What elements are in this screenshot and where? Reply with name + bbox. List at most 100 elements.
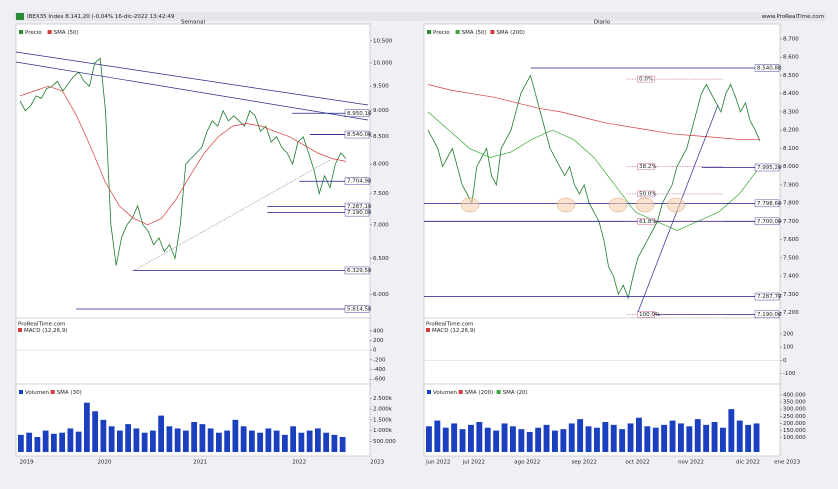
volume-bar [51,433,57,452]
volume-bar [636,417,642,452]
y-tick-label: 8.300 [783,109,799,115]
y-tick-label: 8.200 [783,128,799,134]
level-box [754,163,780,172]
y-tick-label: 8.000 [373,162,389,168]
y-tick-label: 2.500k [373,396,393,402]
panel-title: Diario [594,20,611,26]
volume-bar [92,411,99,452]
x-tick-label: nov 2022 [678,460,704,466]
x-tick-label: ago 2022 [514,460,540,466]
x-tick-label: ene 2023 [774,460,800,466]
level-box [344,109,370,117]
y-tick-label: 7.000 [373,222,389,228]
volume-bar [34,437,41,452]
volume-bar [594,427,600,452]
fib-box [637,218,655,225]
y-tick-label: 6.000 [373,292,389,298]
volume-bar [174,428,181,452]
volume-bar [426,426,432,452]
y-tick-label: 200.000 [783,421,806,427]
volume-bar [141,432,148,452]
trend-line [15,61,369,121]
fib-box [637,190,655,198]
volume-bar [59,432,66,452]
legend-label: SMA (30) [57,390,82,396]
volume-bar [150,430,156,452]
volume-bar [484,427,491,452]
volume-bar [18,434,24,452]
y-tick-label: 8.500 [373,134,389,140]
y-tick-label: 500.000 [373,439,396,445]
x-tick-label: jun 2022 [425,460,450,466]
y-tick-label: 10.500 [373,38,393,44]
level-label: 7.287,10 [347,204,372,210]
y-tick-label: 7.800 [783,201,799,207]
fib-label: 38.2% [639,164,656,170]
volume-bar [627,423,634,452]
y-tick-label: 7.200 [783,310,799,316]
y-tick-label: 7.900 [783,182,799,188]
y-tick-label: -400 [373,367,386,373]
volume-bar [619,429,626,452]
volume-bar [518,429,525,452]
volume-bar [108,426,115,452]
volume-bar [652,427,659,452]
y-tick-label: 1.000k [373,428,393,434]
fib-box [637,163,655,170]
x-tick-label: jul 2022 [462,460,485,466]
level-box [754,199,780,208]
y-tick-label: 8.600 [783,55,799,61]
legend-swatch [47,30,52,34]
legend-swatch [427,30,431,34]
x-tick-label: 2022 [292,460,306,466]
y-tick-label: 10.000 [373,60,393,66]
level-label: 7.704,90 [347,179,372,185]
y-tick-label: 300.000 [783,407,806,413]
y-tick-label: 7.300 [783,292,799,298]
volume-bar [543,424,550,452]
x-tick-label: sep 2022 [571,460,597,466]
y-tick-label: 7.400 [783,274,799,280]
legend-swatch [427,390,431,394]
volume-bar [199,424,206,452]
volume-bar [694,419,701,452]
panel-frame [423,317,781,389]
legend-swatch [18,328,22,332]
level-box [344,130,370,139]
volume-bar [298,432,305,452]
level-label: 6.329,50 [347,268,372,274]
panel-title: Semanal [181,20,205,26]
fib-label: 61.8% [639,219,656,225]
y-tick-label: 9.500 [373,84,389,90]
level-label: 7.190,00 [347,210,372,216]
level-label: 8.540,00 [347,132,372,138]
volume-bar [745,424,752,452]
legend-label: SMA (50) [462,30,487,36]
sma-line [19,85,347,226]
volume-bar [100,419,107,452]
y-tick-label: 8.000 [783,164,799,170]
legend-label: MACD (12,26,9) [24,328,68,334]
macd-source: ProRealTime.com [18,322,66,328]
y-tick-label: 100.000 [783,435,806,441]
volume-bar [306,430,313,452]
x-tick-label: dic 2022 [736,460,760,466]
level-box [754,292,780,301]
volume-bar [224,430,231,452]
level-label: 7.995,20 [757,165,782,171]
volume-bar [84,402,90,452]
volume-bar [232,419,239,452]
y-tick-label: 8.500 [783,73,799,79]
x-tick-label: 2020 [98,460,112,466]
x-tick-label: oct 2022 [625,460,649,466]
y-tick-label: -600 [373,377,386,383]
channel-line [134,159,331,271]
y-tick-label: 2.000k [373,407,393,413]
level-box [344,266,370,275]
legend-swatch [19,390,23,394]
volume-bar [26,432,33,452]
y-tick-label: 8.400 [783,91,799,97]
volume-bar [602,422,609,452]
level-box [344,177,370,185]
volume-bar [42,430,49,452]
